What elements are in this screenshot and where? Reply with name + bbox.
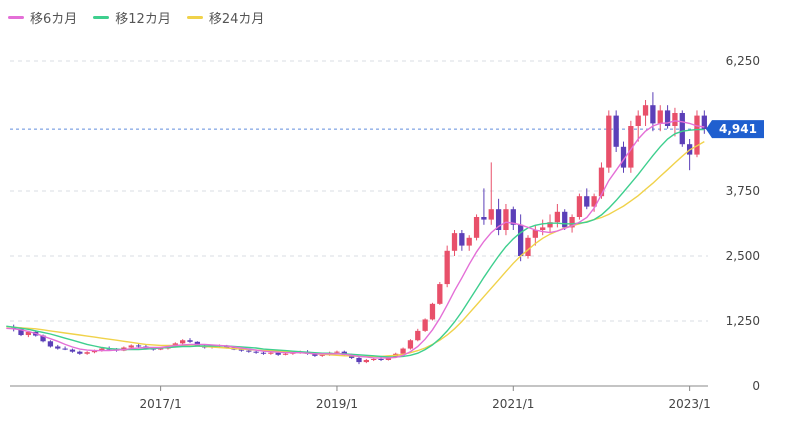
candle-down (194, 341, 201, 346)
chart-legend: 移6カ月 移12カ月 移24カ月 (8, 8, 264, 27)
candle-down (135, 345, 142, 347)
candle-down (77, 351, 83, 354)
y-tick-label: 1,250 (726, 314, 760, 328)
candle-up (598, 167, 605, 197)
moving-average-ma6 (6, 120, 705, 359)
candle-up (547, 222, 553, 228)
last-price-tag (706, 120, 764, 139)
candle-down (517, 224, 524, 256)
candle-down (260, 352, 267, 354)
legend-item-ma24[interactable]: 移24カ月 (186, 8, 265, 27)
candle-up (157, 348, 164, 350)
legend-label-ma12: 移12カ月 (115, 12, 171, 27)
candle-up (400, 348, 406, 354)
candle-up (363, 360, 369, 363)
candle-up (99, 348, 105, 351)
candle-up (282, 353, 289, 355)
candle-up (25, 331, 32, 336)
candle-down (679, 113, 685, 145)
candle-down (18, 328, 24, 336)
candle-up (642, 105, 649, 116)
candle-up (532, 230, 538, 238)
candle-down (650, 105, 656, 124)
candle-down (275, 352, 281, 355)
candle-down (664, 110, 671, 126)
y-tick-label: 2,500 (726, 249, 760, 263)
candle-up (694, 115, 700, 155)
candle-up (554, 211, 561, 223)
candle-up (429, 303, 436, 320)
y-tick-label: 6,250 (726, 54, 760, 68)
legend-label-ma24: 移24カ月 (208, 12, 265, 27)
legend-swatch-ma6 (8, 16, 24, 19)
candle-down (481, 217, 487, 220)
x-tick-label: 2021/1 (492, 397, 534, 411)
legend-item-ma12[interactable]: 移12カ月 (93, 8, 171, 27)
candle-down (238, 349, 245, 351)
candle-up (503, 209, 509, 230)
x-tick-label: 2019/1 (316, 397, 358, 411)
candle-up (525, 237, 531, 256)
candle-down (253, 351, 259, 353)
candle-down (459, 233, 465, 246)
candle-down (562, 211, 568, 228)
candle-down (378, 358, 384, 360)
candle-up (180, 340, 186, 344)
candle-up (91, 350, 98, 353)
candle-up (473, 217, 480, 238)
candle-down (584, 196, 590, 207)
candle-down (510, 209, 516, 225)
candle-up (628, 126, 634, 168)
candle-up (488, 209, 494, 220)
candle-up (437, 284, 443, 304)
candle-down (620, 146, 627, 168)
legend-swatch-ma24 (186, 16, 203, 19)
candle-up (407, 340, 414, 349)
candle-down (246, 350, 252, 352)
candle-up (635, 115, 641, 126)
candle-up (451, 233, 458, 251)
y-tick-label: 0 (752, 379, 760, 393)
candle-down (356, 357, 362, 363)
candle-down (613, 115, 619, 147)
candle-up (334, 351, 340, 353)
candle-up (466, 237, 472, 246)
candle-up (415, 330, 421, 341)
last-price-label: 4,941 (719, 122, 757, 136)
candle-up (268, 352, 274, 354)
candle-up (319, 354, 325, 356)
candle-up (576, 196, 583, 217)
candle-up (591, 196, 597, 207)
candle-up (569, 217, 575, 228)
x-tick-label: 2023/1 (669, 397, 711, 411)
candle-down (701, 115, 707, 130)
candle-down (69, 349, 76, 352)
candle-down (55, 346, 61, 349)
candle-up (672, 113, 678, 126)
candle-down (312, 353, 318, 356)
y-tick-label: 3,750 (726, 184, 760, 198)
candle-down (187, 340, 193, 342)
candle-up (540, 227, 546, 230)
x-tick-label: 2017/1 (140, 397, 182, 411)
moving-average-ma12 (6, 128, 705, 358)
candle-up (422, 319, 428, 331)
candle-up (444, 250, 450, 285)
legend-swatch-ma12 (93, 16, 110, 19)
candle-down (40, 335, 46, 342)
candle-down (62, 348, 68, 350)
candle-up (657, 110, 663, 124)
candle-up (371, 358, 377, 360)
legend-item-ma6[interactable]: 移6カ月 (8, 8, 77, 27)
candle-down (47, 341, 54, 347)
legend-label-ma6: 移6カ月 (30, 12, 78, 27)
candle-up (84, 352, 90, 354)
candle-up (128, 345, 134, 348)
candle-up (606, 115, 612, 168)
candle-down (495, 209, 502, 230)
